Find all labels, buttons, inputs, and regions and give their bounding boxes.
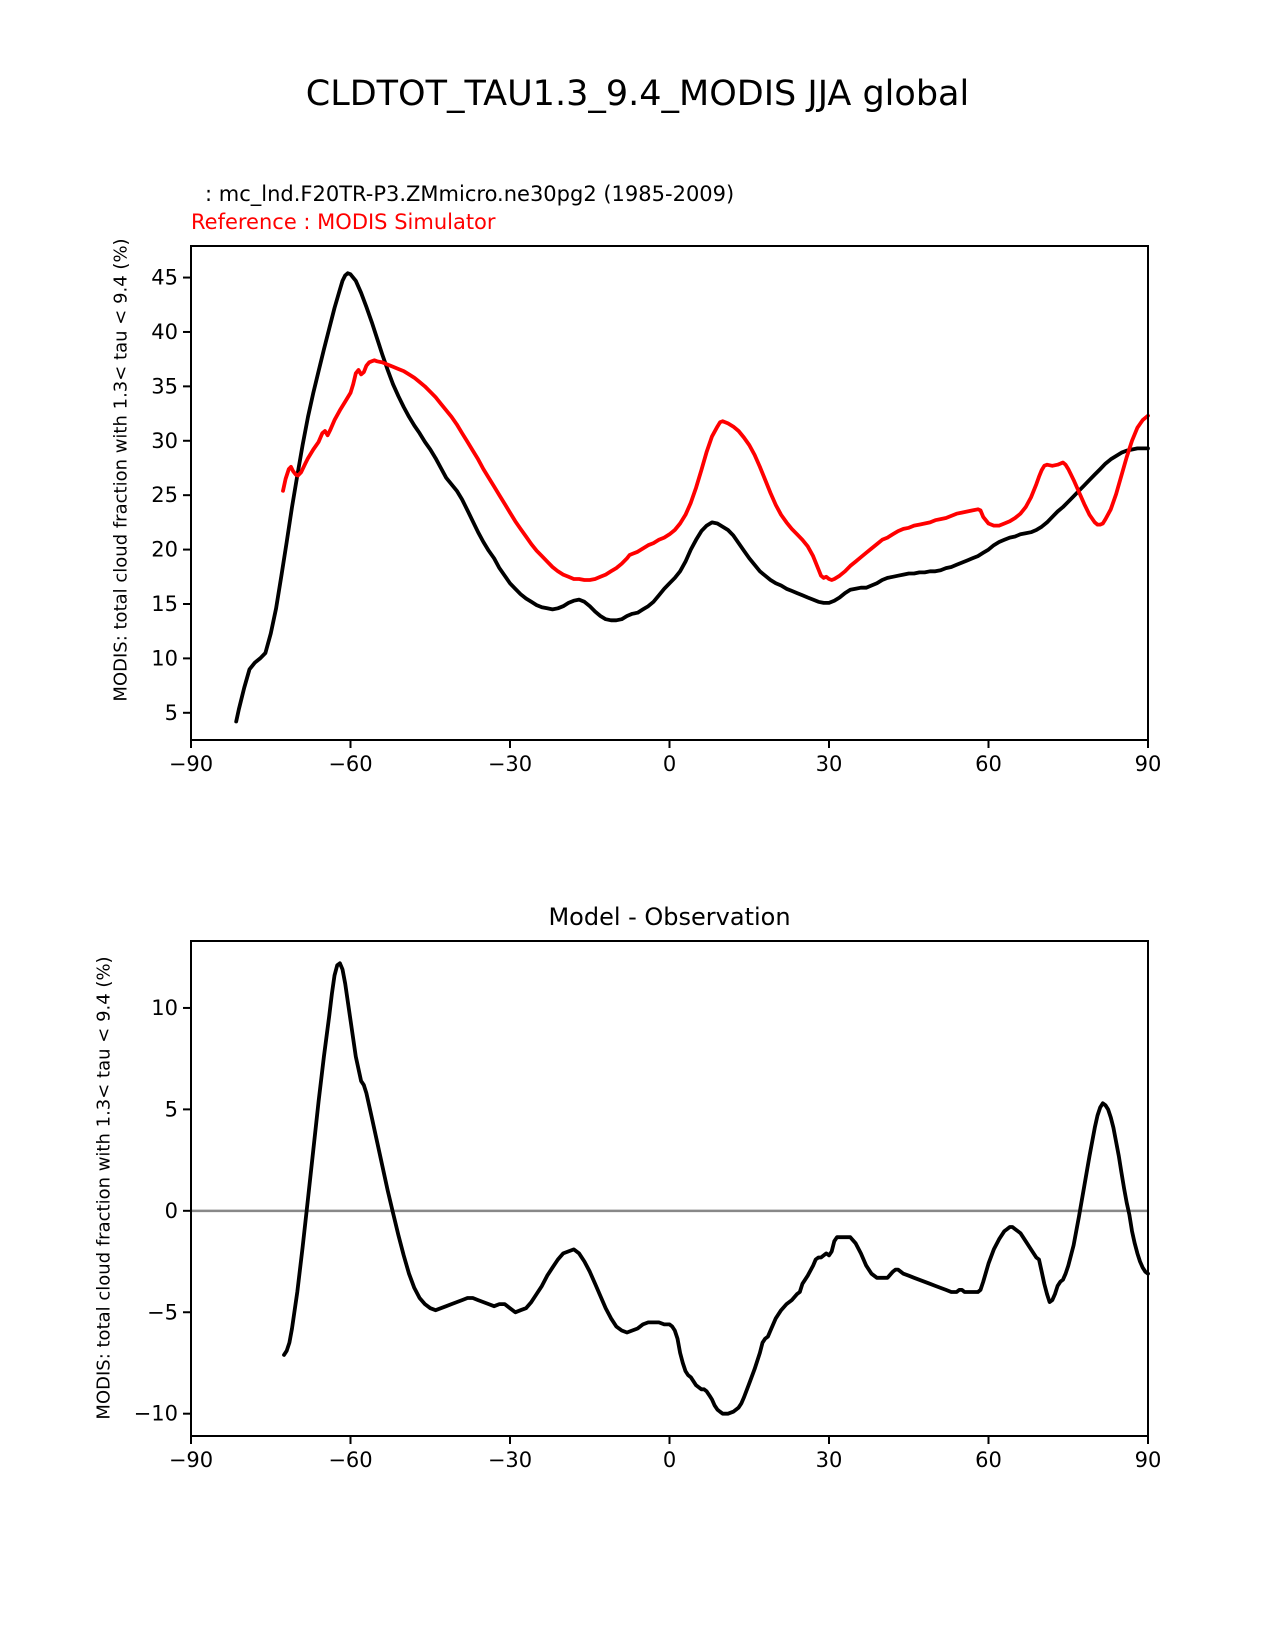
y-tick-label: 20 [151,538,178,562]
x-tick-label: −90 [169,1448,213,1472]
axes-frame [190,245,1149,741]
x-tick-label: −90 [169,752,213,776]
axes-frame [190,940,1149,1437]
model-run-label: : mc_lnd.F20TR-P3.ZMmicro.ne30pg2 (1985-… [205,182,735,206]
curve-reference [281,358,1150,582]
x-tick-label: 90 [1135,1448,1162,1472]
y-tick-label: 10 [151,996,178,1020]
x-tick-label: −60 [328,1448,372,1472]
x-tick-label: 0 [663,1448,676,1472]
x-tick-label: 60 [975,1448,1002,1472]
y-tick-label: 30 [151,429,178,453]
x-tick-label: 0 [663,752,676,776]
bottom-chart-title: Model - Observation [548,903,791,931]
x-tick-label: 30 [816,1448,843,1472]
curve-model-minus-observation [282,961,1150,1416]
reference-simulator-label: Reference : MODIS Simulator [191,210,496,234]
y-tick-label: 10 [151,646,178,670]
y-tick-label: 35 [151,374,178,398]
y-tick-label: 5 [165,701,178,725]
x-tick-label: −60 [328,752,372,776]
x-tick-label: 30 [816,752,843,776]
x-tick-label: 90 [1135,752,1162,776]
curve-model [234,271,1150,724]
figure-title: CLDTOT_TAU1.3_9.4_MODIS JJA global [305,74,970,114]
y-tick-label: 0 [165,1199,178,1223]
y-tick-label: 40 [151,320,178,344]
y-tick-label: 15 [151,592,178,616]
x-tick-label: −30 [488,1448,532,1472]
y-tick-label: 5 [165,1097,178,1121]
y-tick-label: 25 [151,483,178,507]
x-tick-label: 60 [975,752,1002,776]
x-tick-label: −30 [488,752,532,776]
y-tick-label: 45 [151,266,178,290]
y-tick-label: −5 [147,1300,178,1324]
y-tick-label: −10 [134,1402,178,1426]
